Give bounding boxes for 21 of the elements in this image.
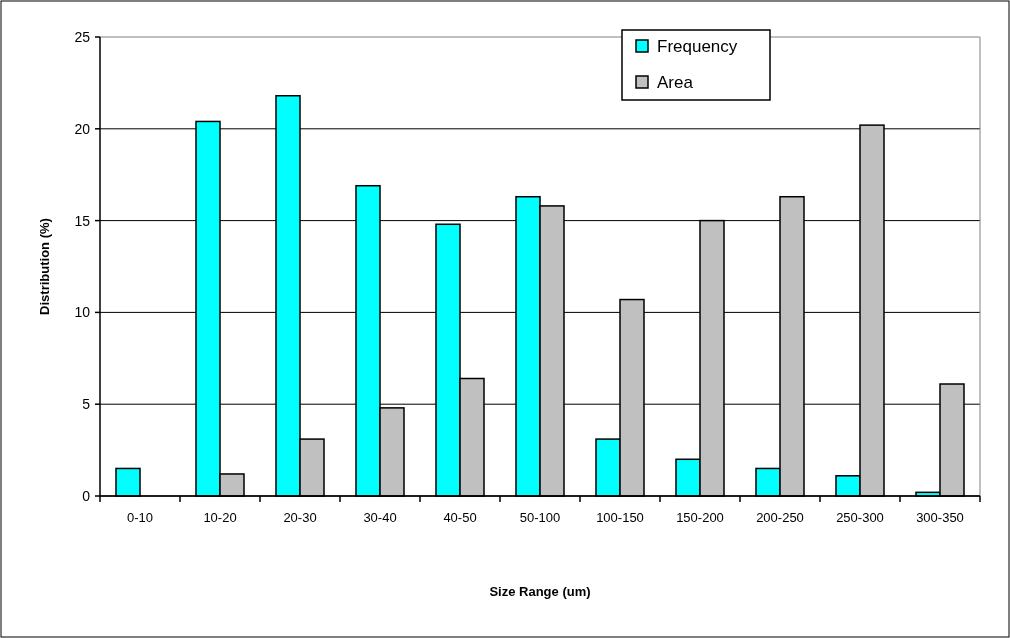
y-tick-label: 5 [82, 396, 91, 413]
x-tick-label: 20-30 [283, 510, 317, 525]
y-tick-label: 20 [74, 120, 91, 137]
x-tick-label: 150-200 [676, 510, 724, 525]
x-tick-label: 50-100 [519, 510, 561, 525]
y-tick-label: 10 [74, 304, 91, 321]
x-tick-label: 250-300 [836, 510, 884, 525]
legend-label: Area [657, 72, 694, 92]
x-tick-label: 0-10 [126, 510, 154, 525]
x-tick-label: 30-40 [363, 510, 397, 525]
y-tick-label: 0 [82, 487, 91, 504]
x-tick-label: 100-150 [596, 510, 644, 525]
x-axis-title: Size Range (um) [489, 584, 591, 599]
x-tick-label: 10-20 [203, 510, 237, 525]
legend-label: Frequency [657, 36, 738, 56]
x-tick-label: 200-250 [756, 510, 804, 525]
y-tick-label: 25 [74, 28, 91, 45]
x-tick-label: 40-50 [443, 510, 477, 525]
y-axis-title: Distribution (%) [37, 218, 52, 315]
x-tick-label: 300-350 [916, 510, 964, 525]
y-tick-label: 15 [74, 212, 91, 229]
